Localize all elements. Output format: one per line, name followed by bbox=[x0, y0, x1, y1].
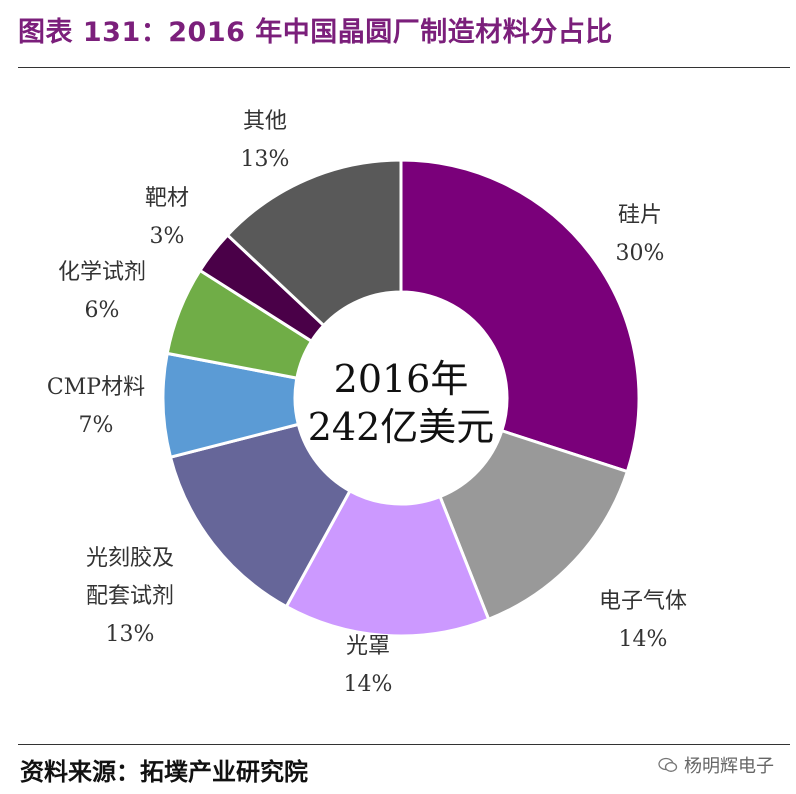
slice-2-label: 光罩 bbox=[346, 634, 390, 659]
center-total: 242亿美元 bbox=[308, 405, 495, 449]
slice-5-label: 化学试剂 bbox=[58, 260, 146, 285]
watermark: 杨明辉电子 bbox=[658, 752, 774, 778]
slice-3 bbox=[168, 422, 352, 609]
slice-5-percent: 6% bbox=[85, 298, 120, 323]
watermark-text: 杨明辉电子 bbox=[684, 756, 774, 777]
slice-4-label: CMP材料 bbox=[47, 375, 145, 400]
figure-title: 图表 131：2016 年中国晶圆厂制造材料分占比 bbox=[18, 17, 613, 48]
slices-group bbox=[161, 158, 641, 638]
slice-7-percent: 13% bbox=[241, 147, 290, 172]
slice-7 bbox=[225, 158, 403, 328]
slice-2-percent: 14% bbox=[344, 672, 393, 697]
slice-6-label: 靶材 bbox=[145, 186, 189, 211]
source-note: 资料来源：拓墣产业研究院 bbox=[20, 758, 308, 786]
slice-0-percent: 30% bbox=[616, 241, 665, 266]
slice-0 bbox=[399, 158, 641, 474]
slice-0-label: 硅片 bbox=[618, 203, 662, 228]
slice-1 bbox=[438, 428, 630, 622]
slice-2 bbox=[284, 488, 491, 638]
slice-1-percent: 14% bbox=[619, 627, 668, 652]
slice-3-label: 光刻胶及 bbox=[86, 546, 174, 571]
source-divider bbox=[18, 744, 790, 745]
slice-4-percent: 7% bbox=[79, 413, 114, 438]
wechat-icon bbox=[658, 757, 678, 772]
title-divider bbox=[18, 67, 790, 68]
slice-6-percent: 3% bbox=[150, 224, 185, 249]
slice-3-percent: 13% bbox=[106, 622, 155, 647]
center-year: 2016年 bbox=[334, 357, 469, 401]
slice-3-label: 配套试剂 bbox=[86, 584, 174, 609]
slice-1-label: 电子气体 bbox=[599, 589, 687, 614]
slice-7-label: 其他 bbox=[243, 109, 287, 134]
